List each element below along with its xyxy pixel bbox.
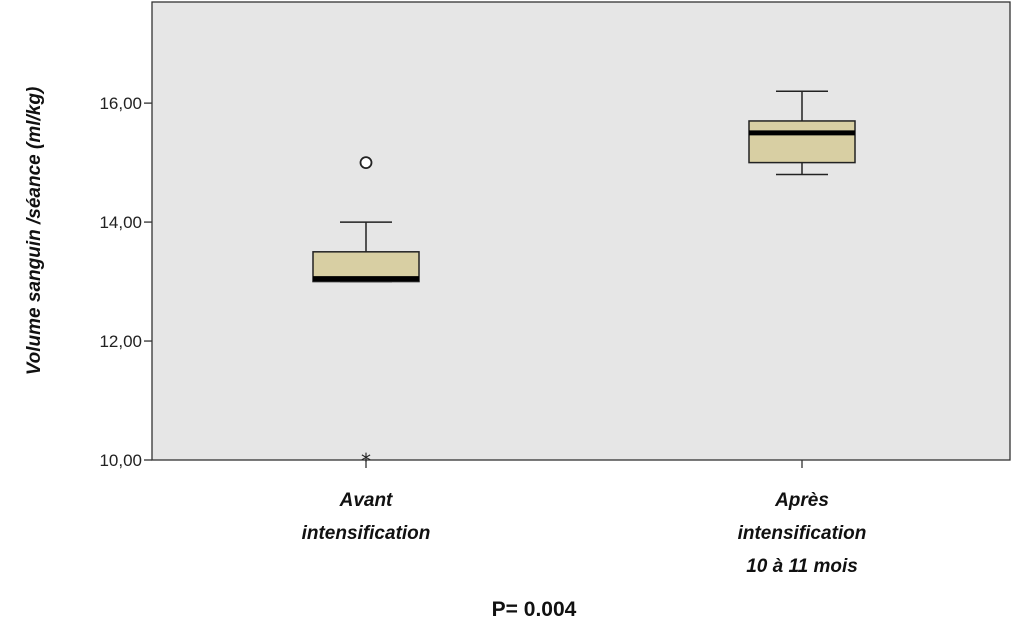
- y-tick-label: 12,00: [99, 332, 142, 351]
- x-category-label-line: 10 à 11 mois: [746, 556, 858, 577]
- x-category-label-line: Avant: [339, 490, 393, 511]
- y-axis-title: Volume sanguin /séance (ml/kg): [24, 87, 45, 376]
- plot-area: [151, 1, 1011, 461]
- y-tick-label: 16,00: [99, 94, 142, 113]
- outlier-point: [359, 156, 373, 169]
- boxes: *: [312, 90, 856, 473]
- x-category-label-line: intensification: [302, 523, 431, 544]
- y-axis: 10,00 12,00 14,00 16,00: [99, 94, 152, 470]
- box-2: [748, 90, 856, 176]
- x-category-label: Avant intensification: [302, 490, 431, 544]
- x-axis: Avant intensification Après intensification…: [302, 460, 867, 577]
- y-tick-label: 10,00: [99, 451, 142, 470]
- extreme-point: *: [361, 449, 371, 473]
- box-1: *: [312, 156, 420, 473]
- box-iqr: [748, 120, 856, 164]
- p-value-annotation: P= 0.004: [492, 598, 577, 621]
- x-category-label-line: Après: [774, 490, 829, 511]
- x-category-label-line: intensification: [738, 523, 867, 544]
- x-category-label: Après intensification 10 à 11 mois: [738, 490, 867, 577]
- y-tick-label: 14,00: [99, 213, 142, 232]
